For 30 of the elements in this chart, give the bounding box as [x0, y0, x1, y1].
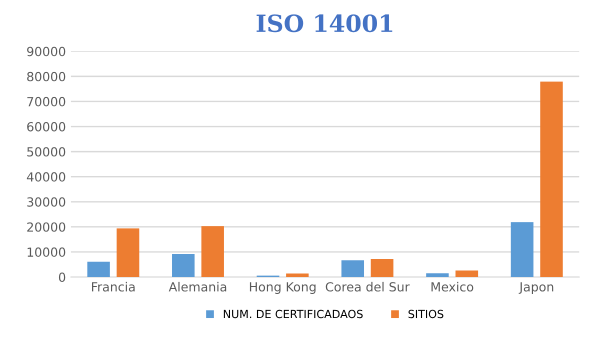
y-tick-label: 80000 [27, 72, 66, 82]
x-tick-label: Japon [518, 282, 554, 294]
y-tick-label: 0 [58, 272, 66, 282]
x-tick-label: Francia [92, 282, 135, 292]
bar [201, 226, 224, 278]
bar [286, 274, 309, 278]
y-tick-label: 50000 [27, 147, 66, 157]
bar [116, 228, 140, 278]
bar [172, 254, 195, 278]
bar [341, 260, 364, 278]
x-tick-label: Hong Kong [250, 282, 316, 294]
y-tick-label: 30000 [27, 197, 66, 207]
x-tick-label: Mexico [432, 282, 474, 292]
y-tick-label: 40000 [26, 172, 66, 182]
bar [456, 270, 478, 278]
y-tick-label: 90000 [27, 46, 66, 56]
legend-label: SITIOS [408, 310, 444, 318]
bar [370, 258, 394, 278]
bar [540, 82, 563, 278]
y-tick-label: 70000 [27, 96, 66, 106]
y-tick-label: 60000 [27, 122, 66, 132]
x-tick-label: Alemania [168, 282, 226, 292]
y-tick-label: 10000 [28, 247, 66, 257]
chart-title: ISO 14001 [256, 14, 392, 32]
bar [510, 222, 534, 278]
x-tick-label: Corea del Sur [326, 282, 410, 292]
legend-label: NUM. DE CERTIFICADAOS [224, 310, 363, 318]
y-tick-label: 20000 [27, 222, 66, 232]
bar [87, 262, 110, 278]
bar [426, 273, 449, 278]
